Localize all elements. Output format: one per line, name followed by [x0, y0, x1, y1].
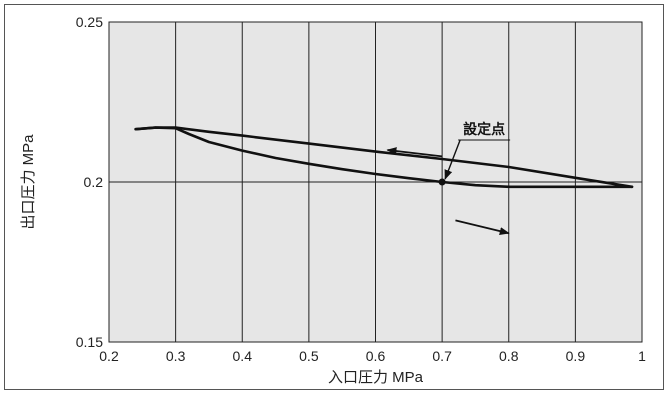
x-tick-label: 0.6 [366, 348, 386, 364]
direction-arrow-1 [386, 147, 443, 158]
x-tick-label: 0.7 [432, 348, 452, 364]
x-tick-label: 0.5 [299, 348, 319, 364]
y-axis-title: 出口圧力 MPa [20, 134, 37, 230]
direction-arrow-2 [455, 219, 510, 235]
tick-labels: 0.2 0.3 0.4 0.5 0.6 0.7 0.8 0.9 10.250.20.15 [76, 14, 646, 364]
set-point-leader [444, 139, 461, 180]
annotations: 設定点 [438, 121, 511, 186]
x-tick-label: 0.3 [166, 348, 186, 364]
series-line-2 [134, 126, 634, 189]
set-point-marker [438, 178, 446, 186]
grid [109, 22, 642, 342]
y-tick-label: 0.25 [76, 14, 103, 30]
plot-border [108, 21, 643, 343]
direction-arrows [386, 147, 510, 235]
x-tick-label: 1 [638, 348, 646, 364]
x-axis-title: 入口圧力 MPa [328, 369, 424, 386]
y-tick-label: 0.2 [84, 174, 104, 190]
x-tick-label: 0.9 [566, 348, 586, 364]
chart-frame: 0.2 0.3 0.4 0.5 0.6 0.7 0.8 0.9 1 0.25 0.2 0.15 設定点… [4, 4, 664, 390]
x-tick-label: 0.8 [499, 348, 519, 364]
series-lines [134, 126, 634, 189]
set-point-label: 設定点 [463, 121, 505, 138]
chart-svg: 0.2 0.3 0.4 0.5 0.6 0.7 0.8 0.9 10.250.20.15 設定点… [20, 14, 646, 386]
x-tick-label: 0.2 [99, 348, 119, 364]
y-tick-label: 0.15 [76, 334, 103, 350]
x-tick-label: 0.4 [233, 348, 253, 364]
